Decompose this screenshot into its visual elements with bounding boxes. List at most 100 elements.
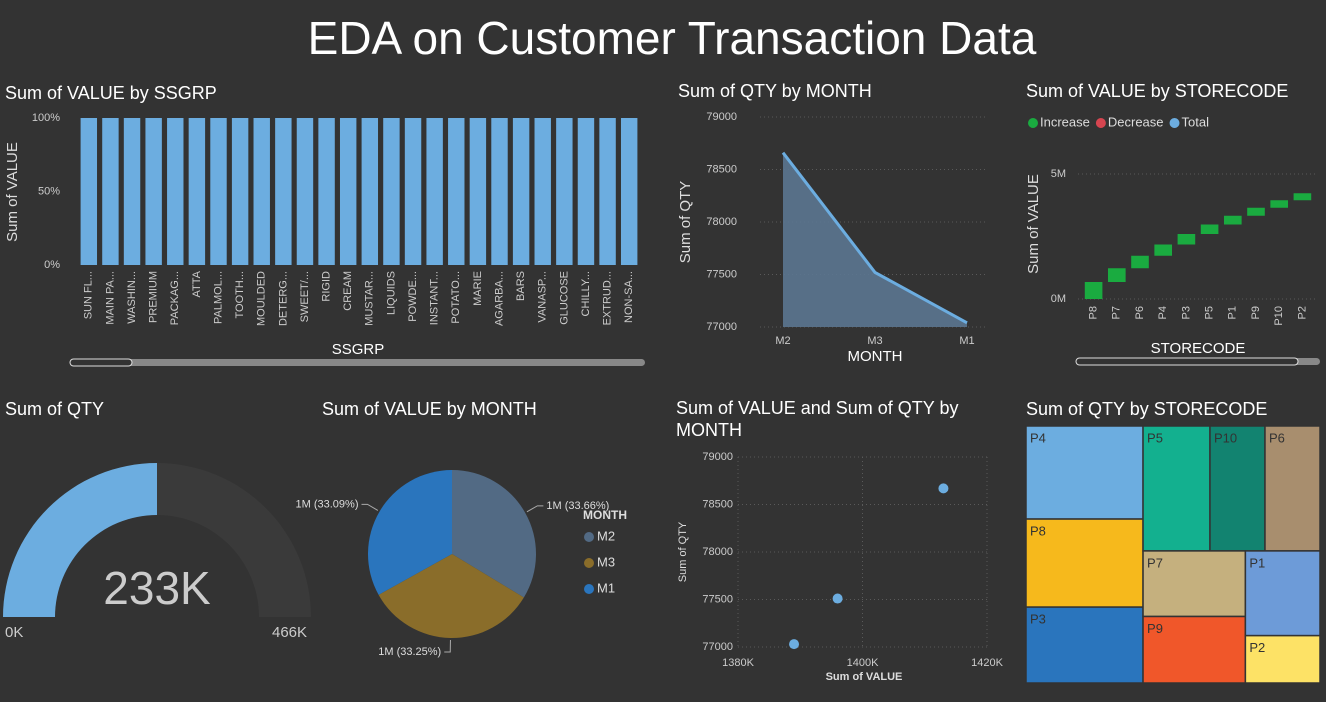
pie-slice [378, 554, 524, 639]
bar [1247, 207, 1265, 216]
bar [145, 118, 162, 265]
y-tick-label: 0M [1051, 293, 1066, 305]
y-tick-label: 100% [32, 112, 60, 124]
x-tick-label: DETERG... [277, 271, 289, 326]
x-tick-label: P7 [1111, 306, 1123, 319]
bar [318, 118, 335, 265]
bar [577, 118, 595, 265]
tile [1142, 425, 1211, 552]
x-tick-label: SWEET/... [299, 271, 311, 322]
gauge-max-label: 466K [272, 624, 307, 641]
x-tick-label: INSTANT... [429, 271, 441, 325]
bar [339, 118, 357, 265]
bar [448, 118, 465, 265]
bar [534, 118, 551, 265]
bar [231, 118, 249, 265]
x-tick-label: P9 [1250, 306, 1262, 319]
scrollbar-thumb[interactable] [69, 358, 133, 367]
point [789, 639, 800, 650]
gauge-value [3, 463, 157, 617]
chart-title: Sum of VALUE by MONTH [322, 399, 537, 419]
y-tick-label: 79000 [702, 451, 733, 463]
scrollbar-thumb[interactable] [1075, 357, 1299, 366]
tile-label: P10 [1214, 430, 1237, 445]
tile [1244, 550, 1321, 637]
x-tick-label: P1 [1227, 306, 1239, 319]
leader-line [361, 503, 379, 511]
data-label: 1M (33.09%) [296, 498, 359, 510]
y-tick-label: 5M [1051, 168, 1066, 180]
legend-marker [1095, 118, 1106, 128]
chart-title: Sum of VALUE by SSGRP [5, 83, 217, 103]
x-tick-label: P4 [1157, 306, 1169, 319]
chart-title-box: Sum of VALUE and Sum of QTY by MONTH [676, 398, 959, 440]
pie-slice [368, 470, 452, 595]
x-tick-label: VANASP... [537, 271, 549, 323]
y-tick-label: 50% [38, 185, 60, 197]
data-label: 1M (33.25%) [378, 646, 441, 658]
y-tick-label: 79000 [706, 111, 737, 123]
axis-title: STORECODE [1151, 340, 1246, 357]
x-tick-label: MAIN PA... [104, 271, 116, 325]
y-tick-label: 78500 [706, 163, 737, 175]
bar [167, 118, 184, 265]
tile-label: P6 [1269, 430, 1285, 445]
bar [296, 118, 314, 265]
chart-title: Sum of VALUE and Sum of QTY by MONTH [676, 398, 959, 440]
legend-label: M3 [597, 554, 615, 569]
x-tick-label: AGARBA... [493, 271, 505, 326]
tile [1209, 425, 1266, 552]
y-tick-label: 78000 [702, 546, 733, 558]
legend-label: Increase [1040, 114, 1090, 129]
x-tick-label: MOULDED [256, 271, 268, 326]
gauge-value-label: 233K [103, 562, 211, 614]
bar [1107, 268, 1126, 282]
bar [1131, 255, 1149, 269]
x-tick-label: EXTRUD... [601, 271, 613, 325]
axis-title: Sum of QTY [677, 181, 694, 264]
x-tick-label: 1420K [971, 657, 1003, 669]
bar [556, 118, 573, 265]
x-tick-label: MUSTAR... [364, 271, 376, 326]
x-tick-label: M2 [775, 335, 790, 347]
axis-title: Sum of VALUE [1025, 174, 1042, 274]
gauge-min-label: 0K [5, 624, 23, 641]
x-tick-label: 1380K [722, 657, 754, 669]
x-tick-label: P5 [1204, 306, 1216, 319]
bar [599, 118, 616, 265]
x-tick-label: LIQUIDS [385, 271, 397, 315]
legend-marker [1028, 118, 1038, 128]
bar [1293, 193, 1312, 201]
tile-label: P5 [1147, 430, 1163, 445]
bar [275, 118, 292, 265]
data-label: 1M (33.66%) [546, 500, 609, 512]
legend-label: Total [1182, 114, 1210, 129]
tile-label: P8 [1030, 523, 1046, 538]
legend-marker [584, 584, 594, 594]
leader-line [444, 639, 451, 653]
x-tick-label: PREMIUM [148, 271, 160, 323]
area [783, 152, 967, 327]
bar [210, 118, 227, 265]
bar [80, 118, 98, 265]
tile [1142, 615, 1247, 684]
legend-label: Decrease [1108, 114, 1164, 129]
x-tick-label: RIGID [320, 271, 332, 302]
bar [188, 118, 206, 265]
bar [426, 118, 443, 265]
x-tick-label: SUN FL... [83, 271, 95, 319]
scrollbar[interactable] [70, 359, 645, 366]
x-tick-label: M3 [867, 335, 882, 347]
y-tick-label: 77500 [702, 593, 733, 605]
axis-title: Sum of VALUE [4, 142, 21, 242]
chart-title: Sum of QTY by MONTH [678, 81, 872, 101]
legend-marker [584, 532, 594, 542]
bar [512, 118, 530, 265]
pie-slice [452, 470, 536, 598]
legend-marker [584, 558, 594, 568]
x-tick-label: NON-SA... [623, 271, 635, 323]
bar [123, 118, 141, 265]
tile [1264, 425, 1321, 552]
bar [383, 118, 400, 265]
